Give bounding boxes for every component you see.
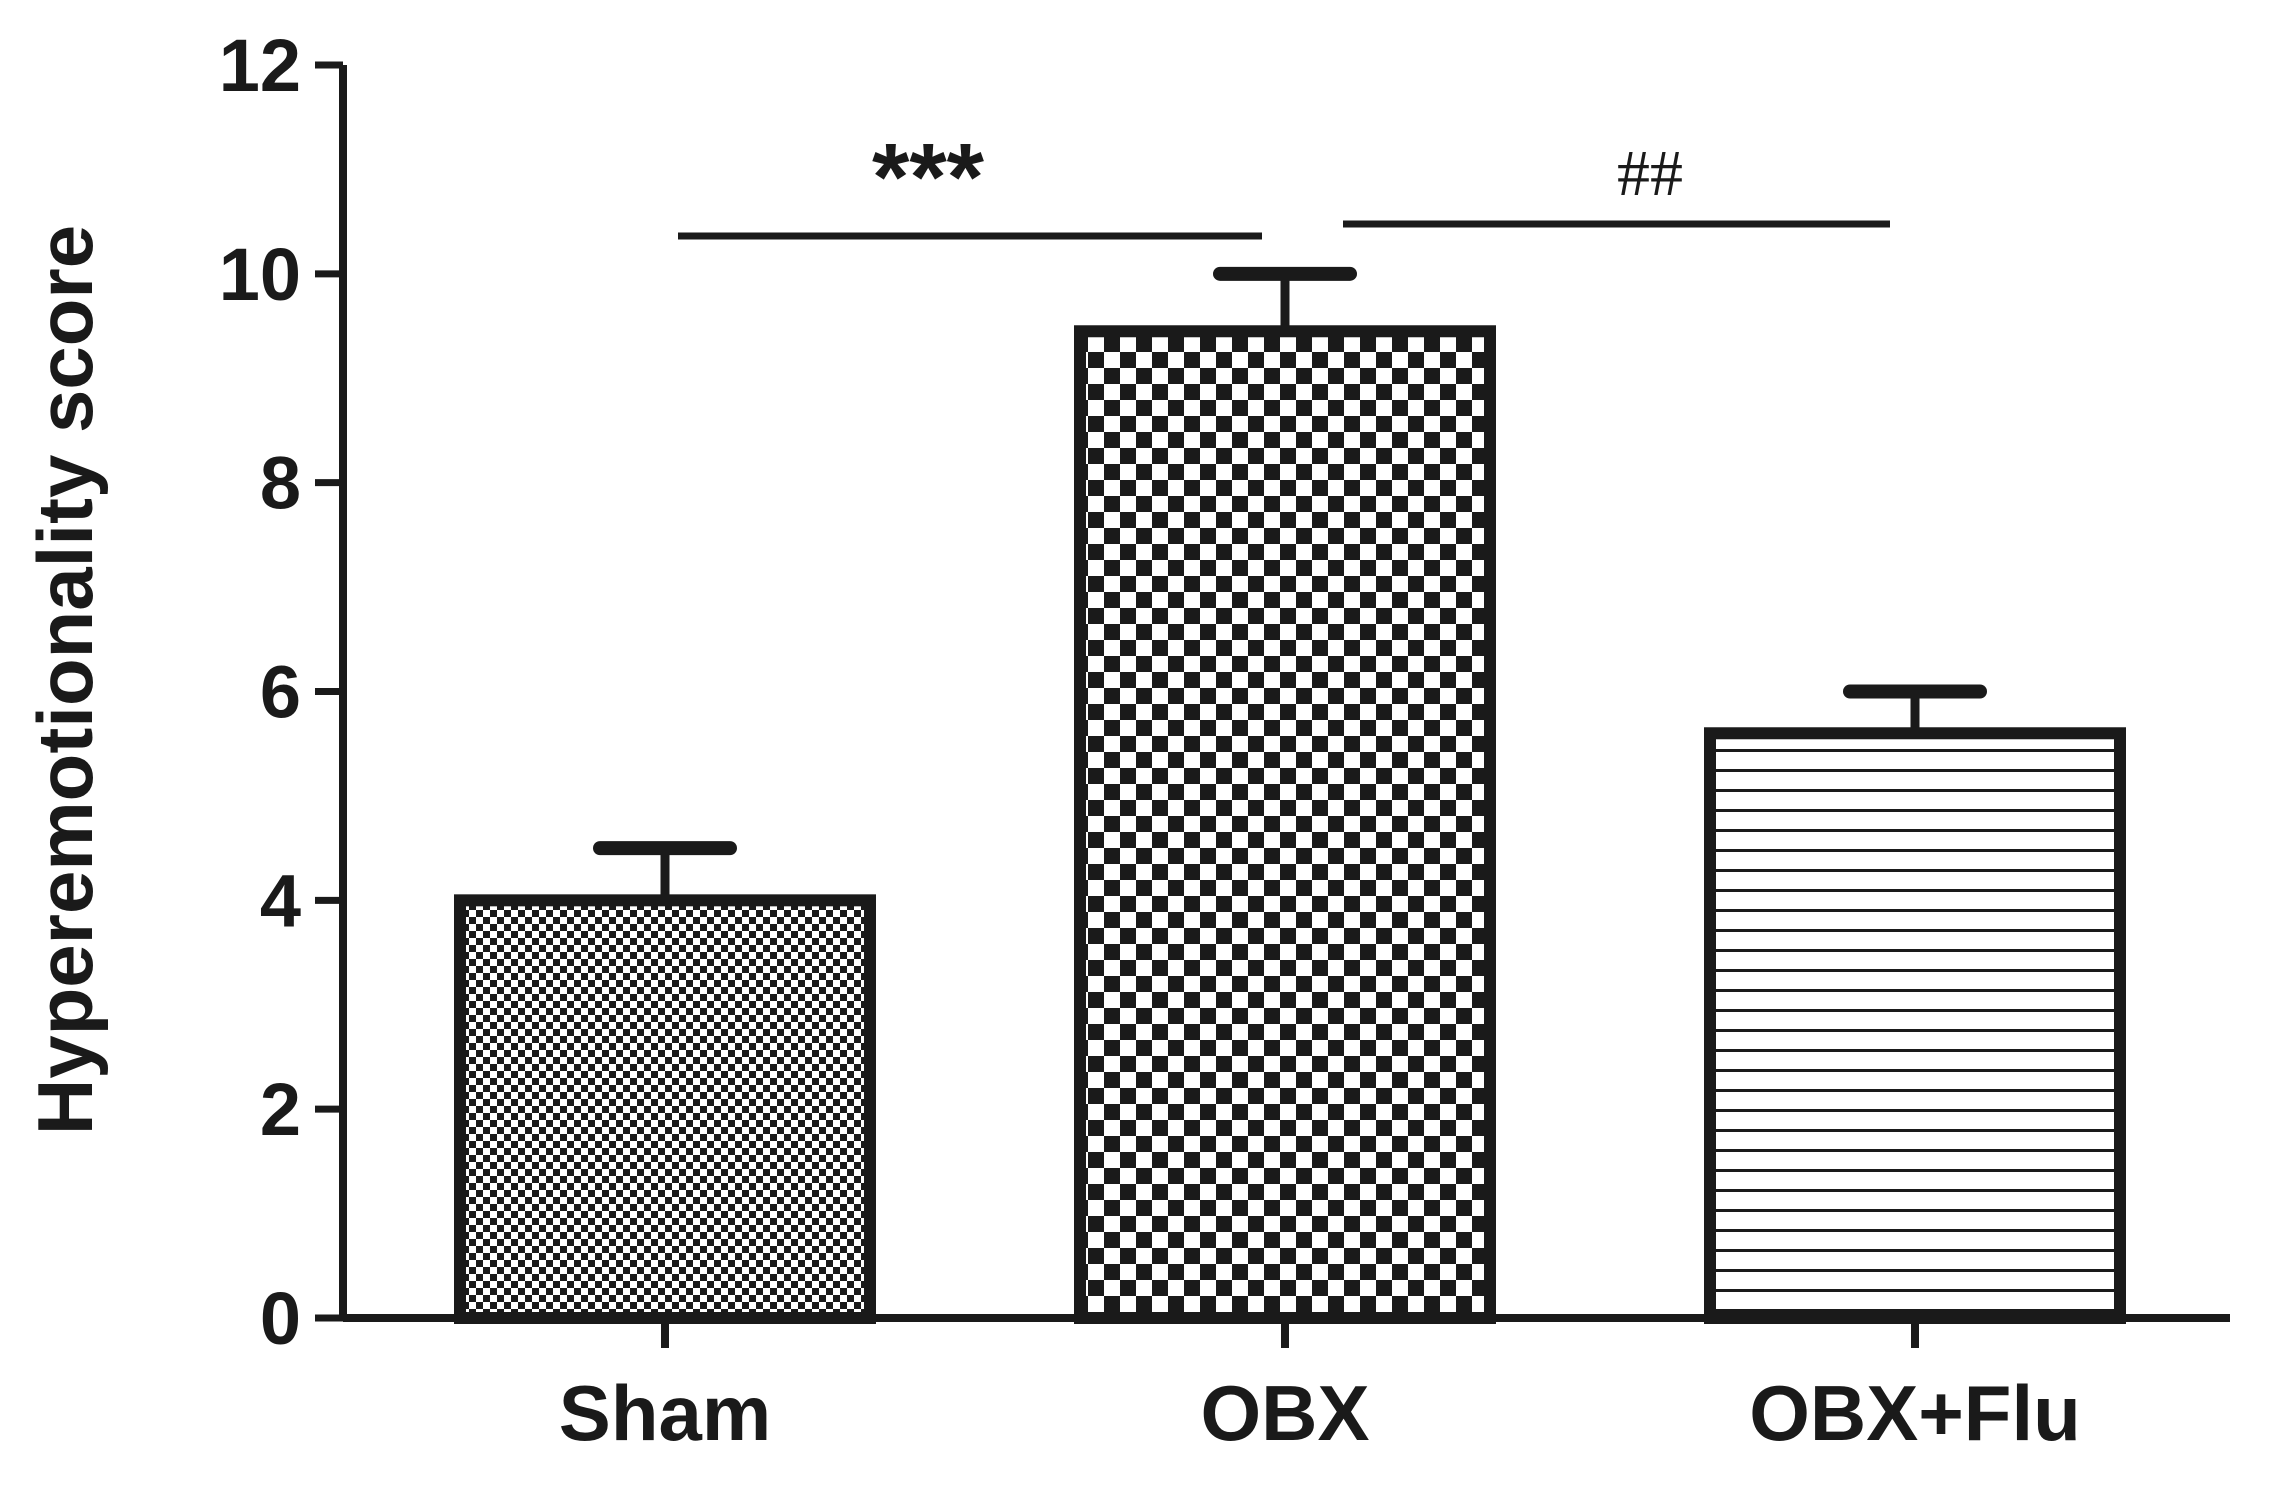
error-bars (593, 266, 1987, 901)
y-tick-label: 12 (219, 24, 301, 107)
y-tick-label: 6 (260, 651, 301, 734)
y-tick-label: 2 (260, 1068, 301, 1151)
bar-sham (454, 894, 876, 1324)
bar-obx (1074, 325, 1496, 1324)
y-axis-ticks: 0 2 4 6 8 10 12 (219, 24, 343, 1360)
x-tick-label: OBX (1200, 1369, 1369, 1457)
y-axis-title: Hyperemotionality score (21, 225, 109, 1135)
x-axis-ticks: Sham OBX OBX+Flu (559, 1318, 2081, 1457)
x-tick-label: OBX+Flu (1749, 1369, 2081, 1457)
significance-annotations: *** ## (678, 124, 1890, 240)
bar-obx-flu (1704, 727, 2126, 1324)
x-tick-label: Sham (559, 1369, 771, 1457)
y-tick-label: 8 (260, 442, 301, 525)
significance-label: ## (1617, 137, 1683, 210)
significance-label: *** (872, 124, 985, 231)
y-tick-label: 0 (260, 1277, 301, 1360)
y-tick-label: 4 (260, 859, 301, 942)
bars (454, 325, 2126, 1324)
y-tick-label: 10 (219, 233, 301, 316)
